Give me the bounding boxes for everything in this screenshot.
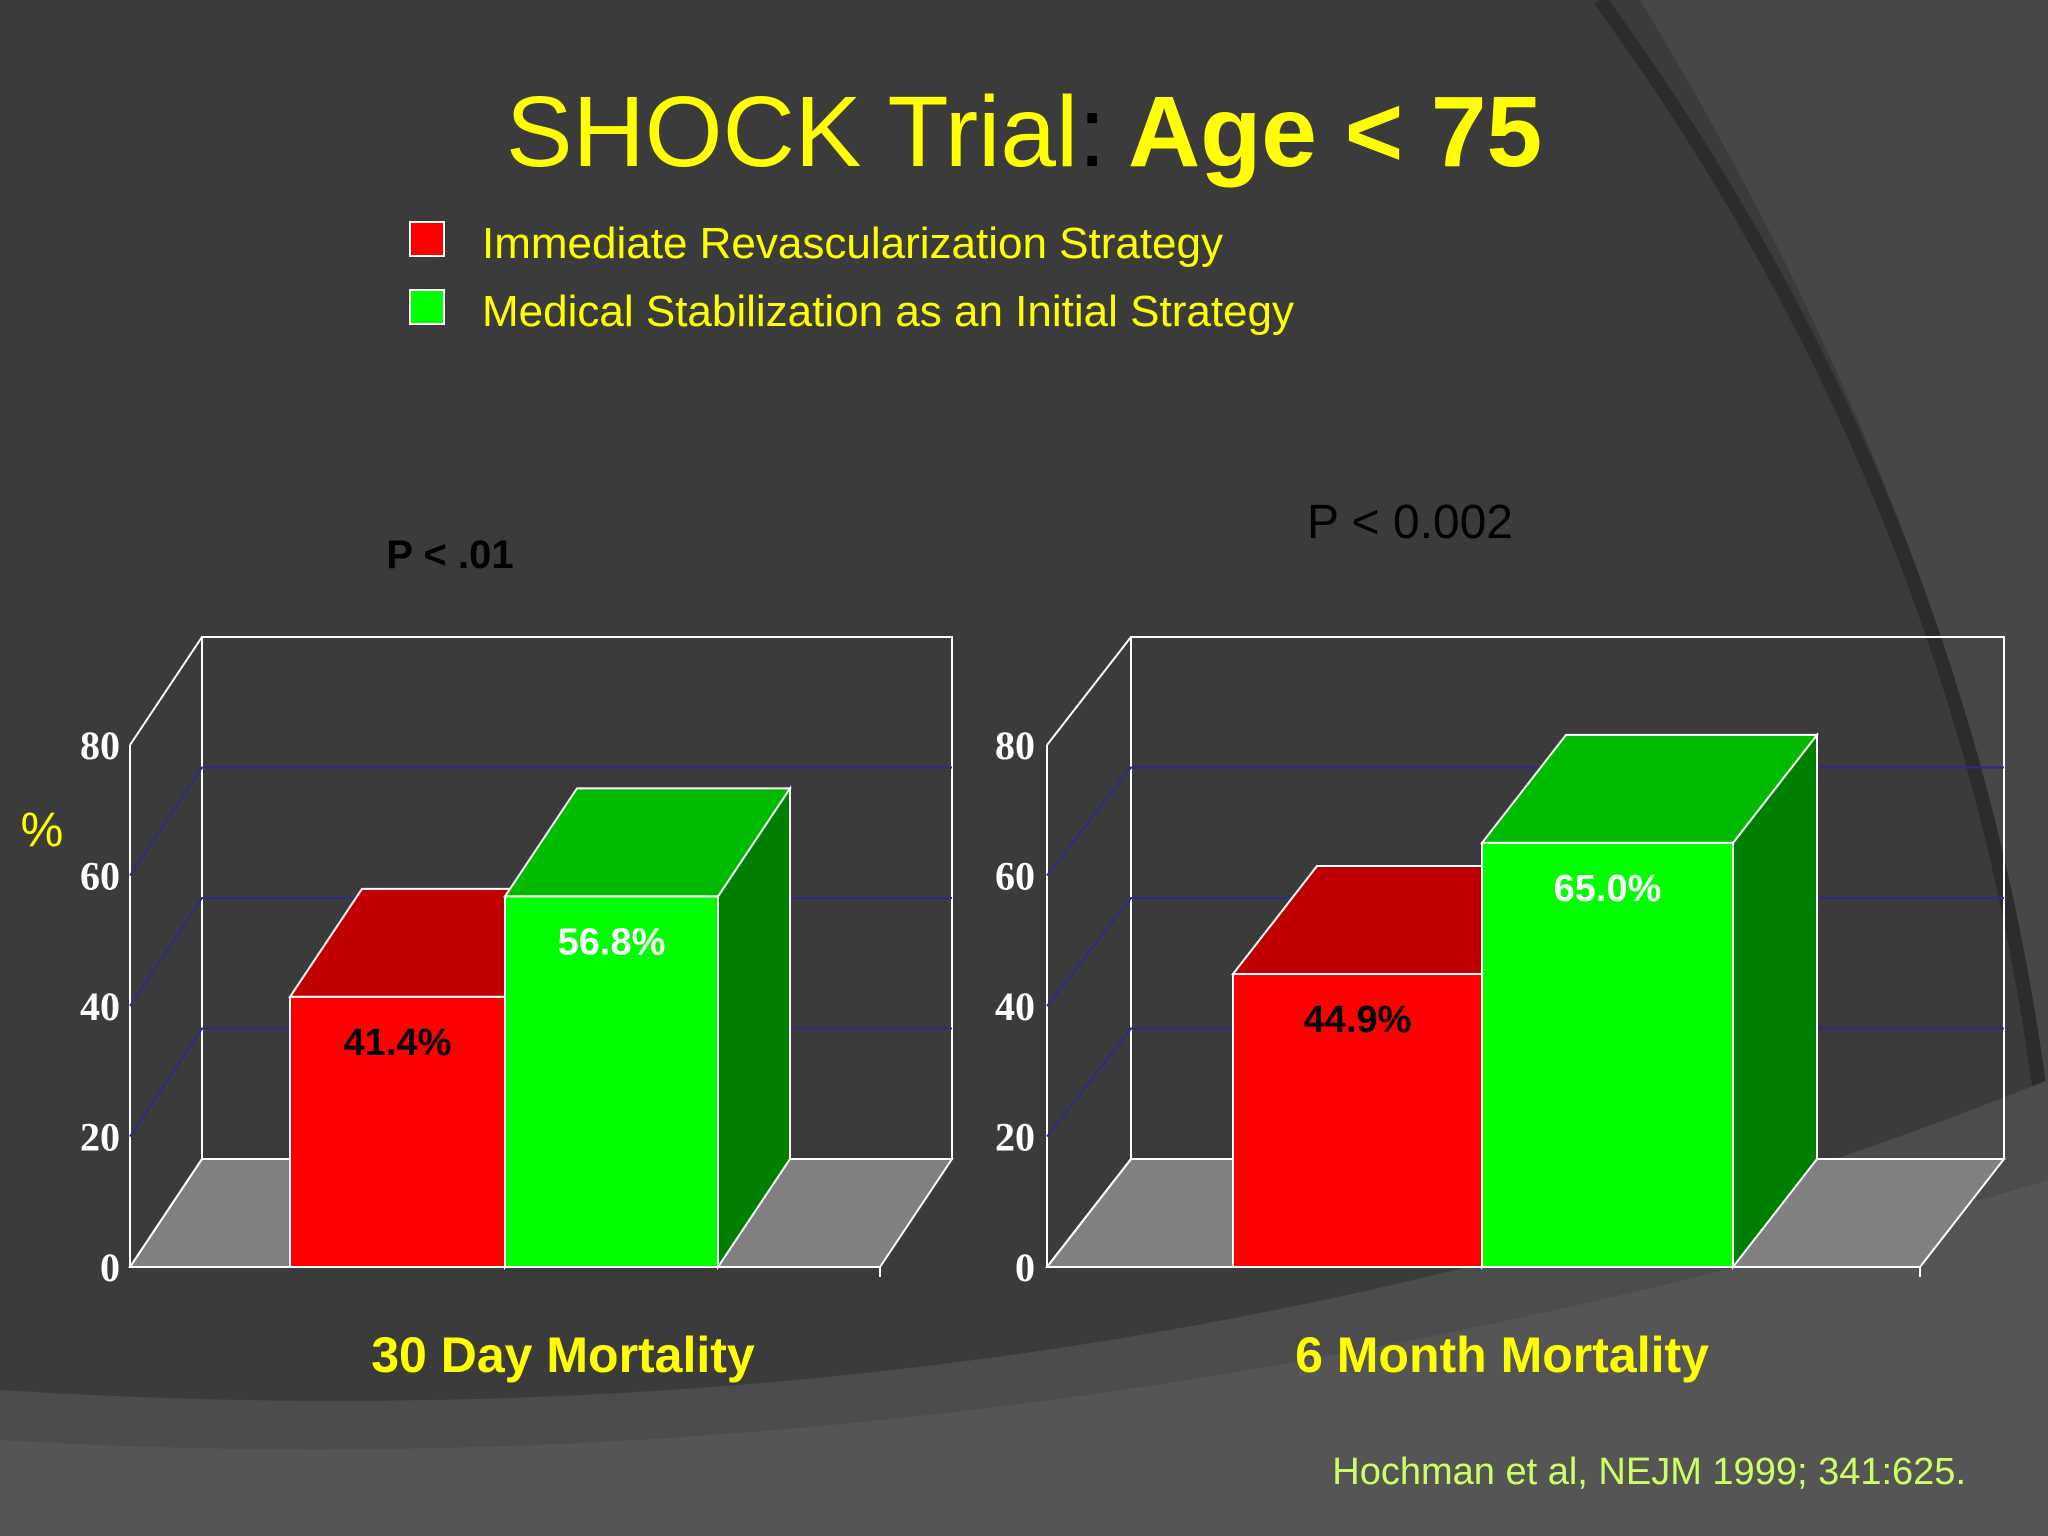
y-axis-label: % bbox=[21, 804, 64, 857]
left-wall-bottom-edge bbox=[129, 1158, 203, 1268]
y-tick-label: 0 bbox=[1015, 1245, 1035, 1290]
bar-value-label: 65.0% bbox=[1554, 868, 1662, 910]
legend-swatch-red bbox=[409, 221, 445, 257]
x-axis-label: 6 Month Mortality bbox=[1295, 1327, 1709, 1383]
x-axis-label: 30 Day Mortality bbox=[371, 1327, 755, 1383]
left-wall-top-edge bbox=[129, 636, 203, 746]
bar-value-label: 44.9% bbox=[1304, 999, 1412, 1041]
y-tick-label: 20 bbox=[995, 1115, 1035, 1160]
legend-label-medical: Medical Stabilization as an Initial Stra… bbox=[482, 287, 1294, 336]
title-regular: SHOCK Trial bbox=[506, 76, 1078, 188]
bar-value-label: 41.4% bbox=[344, 1022, 452, 1064]
left-wall-top-edge bbox=[1046, 636, 1132, 746]
slide-title: SHOCK Trial: Age < 75 bbox=[506, 76, 1542, 188]
bar-medical-stabilization: 65.0% bbox=[1479, 731, 1820, 1270]
y-tick-label: 80 bbox=[995, 723, 1035, 768]
bar-front-face bbox=[1232, 973, 1483, 1269]
title-colon: : bbox=[1078, 76, 1106, 188]
chart-6-month-mortality: 0 20 40 60 80 44.9% 65.0% P < 0.002 6 Month Mort… bbox=[995, 496, 2007, 1383]
y-tick-label: 60 bbox=[80, 854, 120, 899]
p-value-annotation: P < 0.002 bbox=[1307, 496, 1513, 549]
left-wall-bottom-edge bbox=[1046, 1158, 1132, 1268]
y-tick-label: 20 bbox=[80, 1115, 120, 1160]
y-tick-label: 0 bbox=[100, 1245, 120, 1290]
bar-front-face bbox=[504, 895, 719, 1268]
y-tick-label: 80 bbox=[80, 723, 120, 768]
citation: Hochman et al, NEJM 1999; 341:625. bbox=[1332, 1451, 1966, 1493]
chart-30-day-mortality: 0 20 40 60 80 41.4% 56.8% P < .01 30 Day Mortali… bbox=[80, 533, 954, 1383]
y-tick-label: 40 bbox=[80, 984, 120, 1029]
bar-front-face bbox=[289, 995, 506, 1268]
y-tick-label: 60 bbox=[995, 854, 1035, 899]
legend-label-immediate: Immediate Revascularization Strategy bbox=[482, 219, 1223, 268]
legend: Immediate Revascularization Strategy Med… bbox=[409, 219, 1294, 336]
bar-value-label: 56.8% bbox=[558, 921, 666, 963]
gridline bbox=[129, 766, 952, 877]
title-bold: Age < 75 bbox=[1128, 76, 1542, 188]
legend-swatch-green bbox=[409, 289, 445, 325]
bar-medical-stabilization: 56.8% bbox=[503, 785, 792, 1271]
y-tick-label: 40 bbox=[995, 984, 1035, 1029]
p-value-annotation: P < .01 bbox=[386, 533, 513, 577]
